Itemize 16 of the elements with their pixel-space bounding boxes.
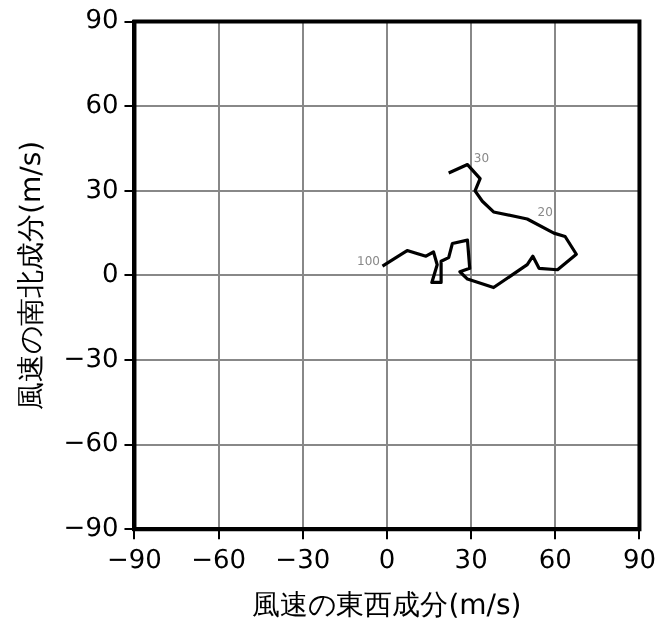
y-tick-label: 90 (85, 6, 119, 37)
y-tick-label: −90 (63, 513, 119, 544)
x-tick-label: 0 (378, 545, 396, 576)
y-tick-label: −60 (63, 429, 119, 460)
y-tick-label: 60 (85, 90, 119, 121)
y-tick-label: 30 (85, 175, 119, 206)
x-tick-label: −60 (191, 545, 247, 576)
x-axis-title: 風速の東西成分(m/s) (252, 590, 522, 623)
x-tick-label: 90 (622, 545, 656, 576)
y-tick-label: 0 (101, 260, 119, 291)
y-axis-title: 風速の南北成分(m/s) (16, 140, 49, 410)
x-tick-label: −90 (107, 545, 162, 576)
x-tick-label: −30 (275, 545, 331, 576)
x-tick-label: 60 (538, 545, 572, 576)
x-tick-label: 30 (454, 545, 488, 576)
y-tick-label: −30 (63, 344, 119, 375)
